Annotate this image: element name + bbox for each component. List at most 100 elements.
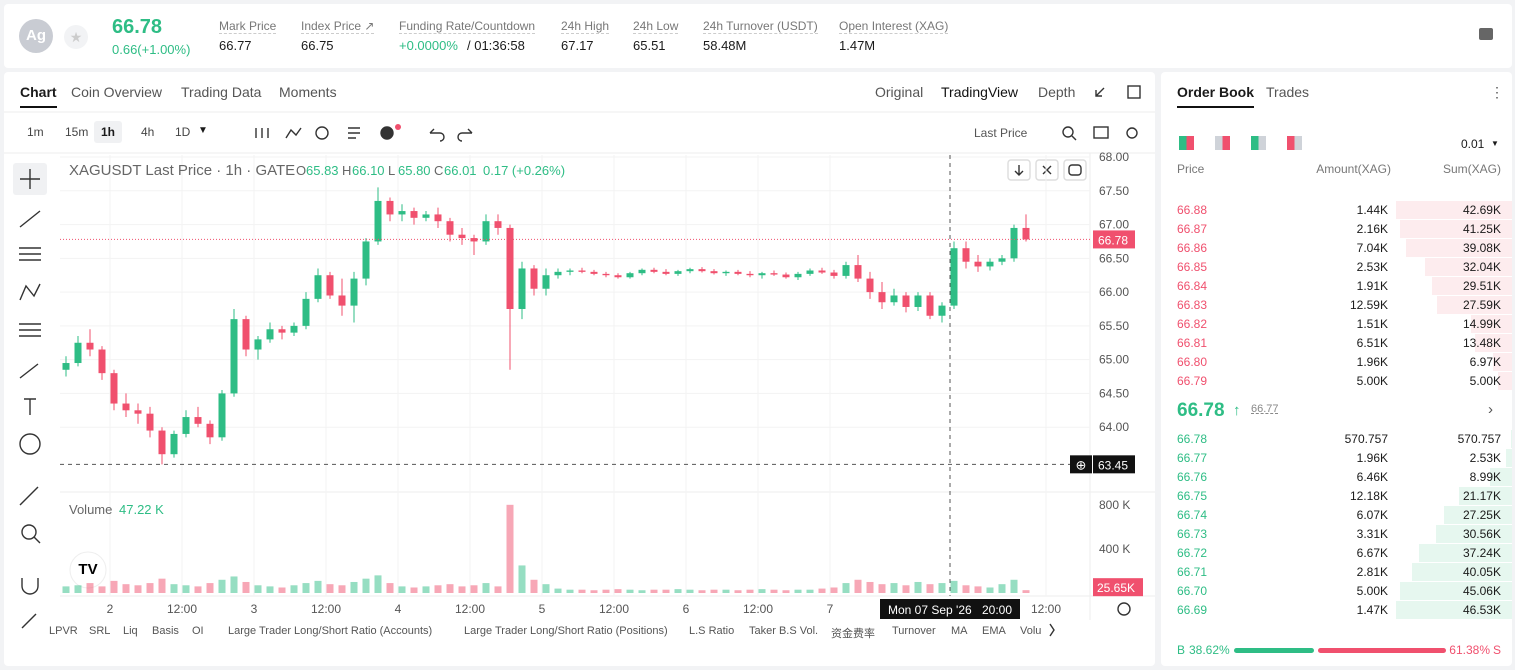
candle-body — [422, 214, 430, 218]
volume-bar — [806, 589, 814, 593]
chart-mode[interactable]: TradingView — [941, 84, 1019, 100]
candle-body — [134, 410, 142, 414]
ob-precision[interactable]: 0.01 — [1461, 137, 1485, 151]
indicator[interactable]: Liq — [123, 625, 138, 637]
indicator[interactable]: Large Trader Long/Short Ratio (Accounts) — [228, 625, 433, 637]
volume-bar — [914, 581, 922, 593]
ob-price[interactable]: 66.78 — [1177, 432, 1208, 446]
ob-price[interactable]: 66.72 — [1177, 546, 1208, 560]
interval[interactable]: 4h — [141, 125, 155, 139]
chart-mode[interactable]: Depth — [1038, 84, 1076, 100]
candle-body — [230, 319, 238, 394]
stat-label: 24h Turnover (USDT) — [703, 19, 818, 34]
ob-price[interactable]: 66.74 — [1177, 508, 1208, 522]
candle-body — [398, 211, 406, 215]
depth-bar — [1471, 315, 1512, 333]
interval[interactable]: 15m — [65, 125, 89, 139]
ob-tab[interactable]: Trades — [1266, 84, 1310, 100]
ob-tab[interactable]: Order Book — [1177, 84, 1255, 108]
indicator[interactable]: Turnover — [892, 625, 936, 637]
ob-sum: 37.24K — [1462, 546, 1501, 560]
ob-price[interactable]: 66.84 — [1177, 279, 1208, 293]
toolbar-icons[interactable] — [255, 85, 1141, 637]
candle-body — [326, 275, 334, 296]
y-tick-label: 67.00 — [1099, 218, 1129, 232]
candle-body — [866, 278, 874, 293]
ob-price[interactable]: 66.82 — [1177, 317, 1208, 331]
indicator[interactable]: Large Trader Long/Short Ratio (Positions… — [464, 625, 668, 637]
volume-bar — [698, 590, 706, 593]
ob-price[interactable]: 66.80 — [1177, 355, 1208, 369]
ob-price[interactable]: 66.75 — [1177, 489, 1208, 503]
depth-bar — [1424, 258, 1512, 276]
crosshair-add[interactable] — [1070, 455, 1092, 474]
volume-bar — [434, 585, 442, 593]
chart-tab[interactable]: Trading Data — [181, 84, 262, 100]
favorite-star[interactable]: ★ — [64, 25, 88, 49]
candle-body — [482, 221, 490, 242]
chart-tab[interactable]: Coin Overview — [71, 84, 163, 100]
ob-price[interactable]: 66.71 — [1177, 565, 1208, 579]
indicator[interactable]: OI — [192, 625, 204, 637]
ob-layout[interactable] — [1215, 136, 1230, 150]
interval-dropdown[interactable]: ▼ — [198, 125, 208, 136]
chart-tab[interactable]: Moments — [279, 84, 337, 100]
stat-label: Open Interest (XAG) — [839, 19, 949, 34]
candle-body — [554, 271, 562, 276]
ob-sum: 39.08K — [1462, 241, 1501, 255]
indicator[interactable]: SRL — [89, 625, 111, 637]
interval[interactable]: 1m — [27, 125, 44, 139]
interval[interactable]: 1D — [175, 125, 191, 139]
ob-precision-arrow[interactable]: ▼ — [1491, 139, 1499, 148]
ob-sum: 13.48K — [1462, 336, 1501, 350]
candle-body — [350, 278, 358, 306]
indicator[interactable]: Taker B.S Vol. — [749, 625, 819, 637]
candle-body — [434, 214, 442, 222]
sell-pct: 61.38% — [1449, 643, 1490, 657]
volume-bar — [74, 585, 82, 593]
chart-mode[interactable]: Original — [875, 84, 924, 100]
ob-price[interactable]: 66.85 — [1177, 260, 1208, 274]
ob-amount: 6.51K — [1356, 336, 1388, 350]
ob-price[interactable]: 66.86 — [1177, 241, 1208, 255]
indicator[interactable]: L.S Ratio — [689, 625, 735, 637]
depth-bar — [1399, 220, 1512, 238]
candle-body — [266, 329, 274, 340]
legend-key: L — [388, 163, 395, 178]
drawing-tools[interactable] — [13, 163, 47, 629]
ob-menu[interactable]: ⋮ — [1490, 84, 1504, 100]
indicator[interactable]: LPVR — [49, 625, 78, 637]
ob-layout[interactable] — [1287, 136, 1302, 150]
candle-body — [122, 403, 130, 411]
chart-tab[interactable]: Chart — [20, 84, 57, 108]
candle-body — [1010, 227, 1018, 259]
indicator[interactable]: Volu — [1020, 625, 1042, 637]
indicator[interactable]: 资金费率 — [831, 628, 875, 640]
depth-bar — [1396, 201, 1512, 219]
price-type[interactable]: Last Price — [974, 126, 1028, 140]
ob-price[interactable]: 66.73 — [1177, 527, 1208, 541]
ob-price[interactable]: 66.77 — [1177, 451, 1208, 465]
last-price-box — [1093, 230, 1135, 249]
ob-price[interactable]: 66.76 — [1177, 470, 1208, 484]
indicator[interactable]: MA — [951, 625, 968, 637]
ob-more[interactable]: › — [1488, 401, 1493, 418]
ob-layout[interactable] — [1179, 136, 1194, 150]
ob-price[interactable]: 66.70 — [1177, 584, 1208, 598]
ob-price[interactable]: 66.81 — [1177, 336, 1208, 350]
indicator[interactable]: Basis — [152, 625, 179, 637]
ob-price[interactable]: 66.87 — [1177, 222, 1208, 236]
ob-price[interactable]: 66.88 — [1177, 203, 1208, 217]
ob-price[interactable]: 66.79 — [1177, 374, 1208, 388]
ob-price[interactable]: 66.69 — [1177, 603, 1208, 617]
candle-body — [446, 221, 454, 235]
info-button[interactable] — [1479, 28, 1493, 40]
indicator[interactable]: EMA — [982, 625, 1006, 637]
ob-price[interactable]: 66.83 — [1177, 298, 1208, 312]
x-tick-label: 12:00 — [167, 602, 197, 616]
ob-layout[interactable] — [1251, 136, 1266, 150]
volume-bar — [1022, 590, 1030, 593]
volume-bar — [182, 585, 190, 593]
interval[interactable]: 1h — [94, 121, 123, 143]
candle-body — [734, 271, 742, 274]
